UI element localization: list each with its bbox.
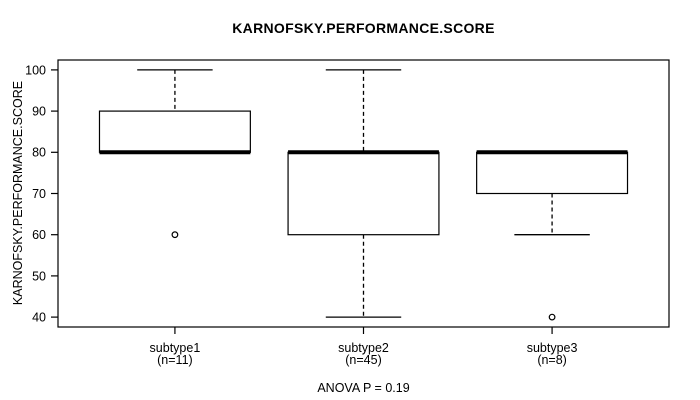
y-tick-label: 80: [32, 146, 46, 160]
y-tick-label: 100: [25, 63, 46, 77]
y-tick-label: 70: [32, 187, 46, 201]
box-subtype2: [287, 151, 440, 236]
y-tick-label: 60: [32, 228, 46, 242]
group-sublabel: (n=8): [537, 353, 567, 367]
outlier-point: [548, 313, 556, 321]
chart-title: KARNOFSKY.PERFORMANCE.SCORE: [232, 20, 495, 36]
y-tick-label: 50: [32, 269, 46, 283]
group-label: subtype2: [338, 341, 389, 355]
anova-annotation: ANOVA P = 0.19: [317, 381, 410, 395]
y-tick-label: 90: [32, 104, 46, 118]
box-subtype3: [476, 151, 629, 195]
group-label: subtype1: [150, 341, 201, 355]
group-sublabel: (n=11): [157, 353, 193, 367]
group-sublabel: (n=45): [345, 353, 381, 367]
box-subtype1: [98, 110, 251, 153]
outlier-point: [171, 231, 179, 239]
y-tick-label: 40: [32, 311, 46, 325]
group-label: subtype3: [527, 341, 578, 355]
